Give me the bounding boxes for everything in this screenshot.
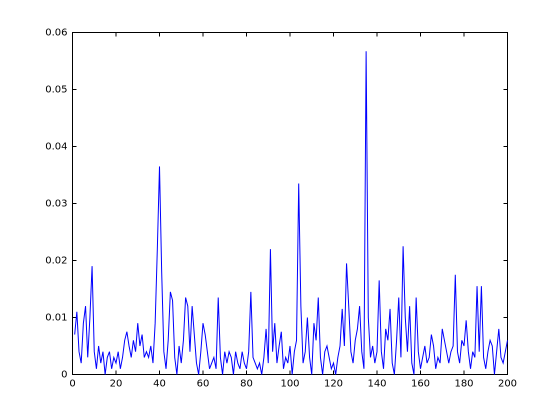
y-tick-label: 0.06 [45,28,67,39]
y-tick-label: 0.01 [45,313,67,324]
x-tick-label: 100 [280,379,299,390]
x-tick-label: 20 [110,379,123,390]
x-tick-label: 0 [69,379,75,390]
y-tick-label: 0 [61,370,67,381]
x-tick-label: 120 [324,379,343,390]
x-tick-label: 40 [153,379,166,390]
x-tick-label: 80 [240,379,253,390]
y-tick-label: 0.03 [45,199,67,210]
x-tick-label: 60 [197,379,210,390]
x-tick-label: 200 [498,379,517,390]
x-tick-label: 160 [411,379,430,390]
y-tick-label: 0.05 [45,85,67,96]
data-line [74,51,508,375]
x-tick-label: 140 [367,379,386,390]
y-tick-label: 0.02 [45,256,67,267]
axes-box [72,32,508,375]
x-tick-label: 180 [454,379,473,390]
y-tick-label: 0.04 [45,142,67,153]
